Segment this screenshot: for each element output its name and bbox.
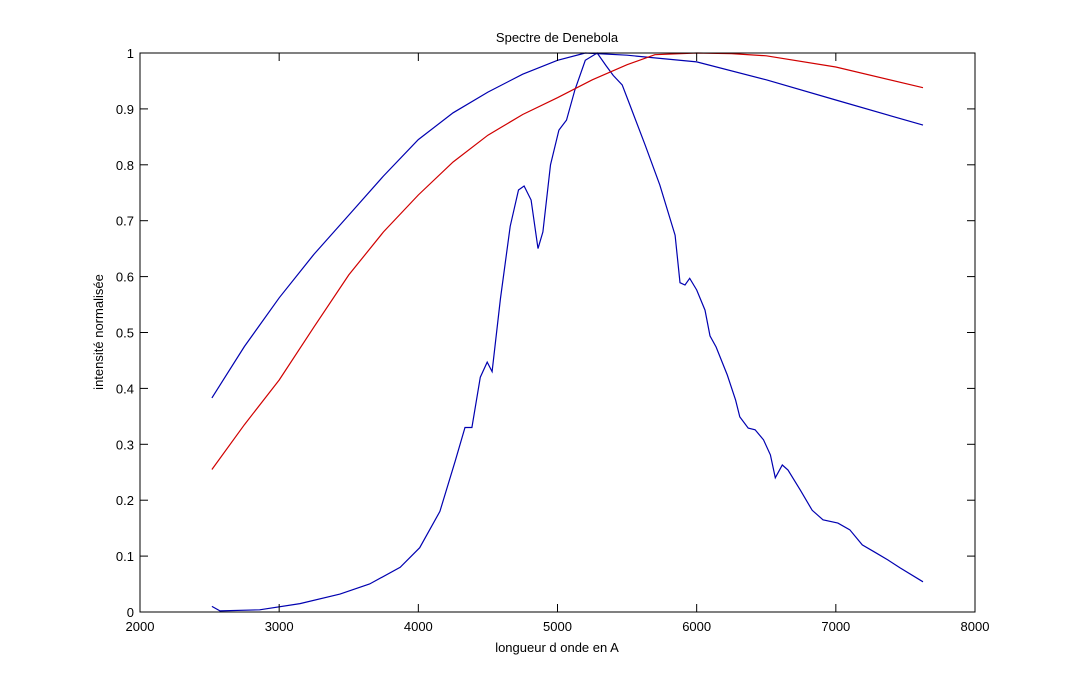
- y-tick-label: 0.4: [116, 381, 134, 396]
- y-tick-label: 0.7: [116, 214, 134, 229]
- axes-layer: 2000 3000 4000 5000 6000 7000 8000 0 0.1 0.2 0.3 0.…: [116, 46, 990, 634]
- y-tick-label: 0.9: [116, 102, 134, 117]
- y-tick-label: 0.3: [116, 437, 134, 452]
- x-tick-label: 8000: [961, 619, 990, 634]
- series-line-blackbody-red: [211, 52, 924, 470]
- x-tick-label: 6000: [682, 619, 711, 634]
- series-line-blackbody-blue: [211, 52, 924, 399]
- x-tick-label: 4000: [404, 619, 433, 634]
- x-axis-label: longueur d onde en A: [495, 640, 619, 655]
- y-tick-label: 0.2: [116, 493, 134, 508]
- y-tick-label: 0: [127, 605, 134, 620]
- y-tick-label: 0.8: [116, 158, 134, 173]
- y-tick-label: 0.5: [116, 326, 134, 341]
- x-tick-label: 7000: [821, 619, 850, 634]
- series-layer: [211, 52, 924, 612]
- series-line-spectrum: [211, 52, 924, 612]
- y-axis-label: intensité normalisée: [91, 274, 106, 390]
- y-tick-label: 0.1: [116, 549, 134, 564]
- y-tick-label: 1: [127, 46, 134, 61]
- x-tick-label: 3000: [265, 619, 294, 634]
- y-tick-label: 0.6: [116, 270, 134, 285]
- x-tick-label: 2000: [126, 619, 155, 634]
- x-tick-label: 5000: [543, 619, 572, 634]
- chart-title: Spectre de Denebola: [496, 30, 619, 45]
